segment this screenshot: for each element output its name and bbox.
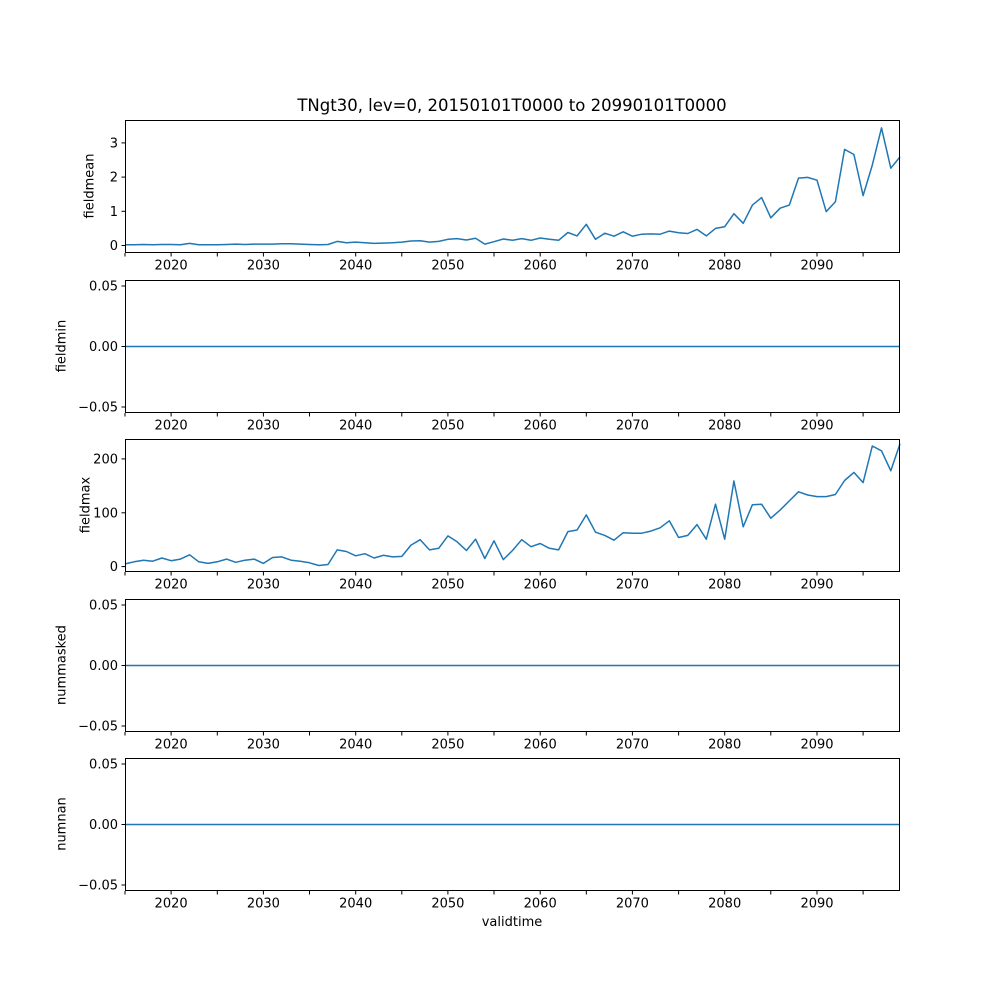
y-tick-label: 0.05 [89, 279, 118, 294]
subplot-fieldmin: fieldmin 2020 2030 2040 2050 2060 2070 2080 209… [0, 279, 1000, 433]
x-tick-label: 2030 [247, 737, 280, 752]
y-tick-label: 0.00 [89, 659, 118, 674]
series-line-fieldmean [125, 127, 901, 246]
x-tick-label: 2020 [155, 418, 188, 433]
y-tick-label: 2 [110, 171, 118, 186]
plot-area-fieldmean: 2020 2030 2040 2050 2060 2070 2080 2090 0 1 2 3 [110, 120, 901, 274]
x-tick-label: 2060 [524, 737, 557, 752]
y-tick-label: 200 [93, 452, 118, 467]
axes-border [125, 598, 900, 732]
x-tick-label: 2020 [155, 897, 188, 912]
y-tick-label: 100 [93, 506, 118, 521]
x-tick-label: 2020 [155, 578, 188, 593]
y-tick-label: −0.05 [78, 719, 118, 734]
y-axis-label-numnan: numnan [54, 797, 70, 851]
x-tick-label: 2040 [339, 737, 372, 752]
x-tick-label: 2060 [524, 897, 557, 912]
x-tick-label: 2090 [800, 737, 833, 752]
x-tick-label: 2040 [339, 259, 372, 274]
axes-border [125, 279, 900, 413]
plot-area-nummasked: 2020 2030 2040 2050 2060 2070 2080 2090 −0.05 0.0… [78, 598, 900, 752]
y-tick-label: 0.05 [89, 758, 118, 773]
x-tick-label: 2070 [616, 578, 649, 593]
x-tick-label: 2020 [155, 737, 188, 752]
y-tick-label: −0.05 [78, 879, 118, 894]
x-tick-label: 2080 [708, 737, 741, 752]
x-tick-label: 2060 [524, 259, 557, 274]
x-tick-label: 2070 [616, 418, 649, 433]
x-tick-label: 2070 [616, 737, 649, 752]
y-tick-label: 0.05 [89, 598, 118, 613]
x-tick-label: 2040 [339, 897, 372, 912]
x-axis-label: validtime [481, 915, 543, 930]
x-tick-label: 2090 [800, 259, 833, 274]
x-tick-label: 2090 [800, 578, 833, 593]
y-axis-label-nummasked: nummasked [54, 624, 70, 705]
x-tick-label: 2040 [339, 578, 372, 593]
plot-area-numnan: 2020 2030 2040 2050 2060 2070 2080 2090 −0.05 0.0… [78, 758, 900, 912]
x-tick-label: 2030 [247, 897, 280, 912]
x-tick-label: 2020 [155, 259, 188, 274]
x-tick-label: 2070 [616, 259, 649, 274]
plot-area-fieldmin: 2020 2030 2040 2050 2060 2070 2080 2090 −0.05 0.0… [78, 279, 900, 433]
x-tick-label: 2030 [247, 418, 280, 433]
x-tick-label: 2080 [708, 418, 741, 433]
y-tick-label: 0.00 [89, 340, 118, 355]
x-tick-label: 2050 [431, 418, 464, 433]
y-tick-label: −0.05 [78, 400, 118, 415]
y-tick-label: 0 [110, 560, 118, 575]
axes-border [125, 439, 900, 572]
x-tick-label: 2080 [708, 259, 741, 274]
x-tick-label: 2080 [708, 897, 741, 912]
plot-area-fieldmax: 2020 2030 2040 2050 2060 2070 2080 2090 0 100 200 [93, 439, 901, 593]
series-line-fieldmax [124, 443, 901, 567]
x-tick-label: 2050 [431, 259, 464, 274]
subplot-nummasked: nummasked 2020 2030 2040 2050 2060 2070 2080 20… [0, 598, 1000, 752]
subplot-fieldmax: fieldmax 2020 2030 2040 2050 2060 2070 2080 209… [0, 439, 1000, 593]
axes-border [125, 758, 900, 891]
y-tick-label: 1 [110, 205, 118, 220]
y-tick-label: 0.00 [89, 818, 118, 833]
subplot-numnan: numnan 2020 2030 2040 2050 2060 2070 2080 2090 −… [0, 758, 1000, 912]
x-tick-label: 2050 [431, 897, 464, 912]
y-tick-label: 0 [110, 239, 118, 254]
x-tick-label: 2050 [431, 578, 464, 593]
y-tick-label: 3 [110, 136, 118, 151]
x-tick-label: 2050 [431, 737, 464, 752]
y-axis-label-fieldmax: fieldmax [78, 476, 94, 534]
y-axis-label-fieldmin: fieldmin [54, 319, 70, 372]
x-tick-label: 2060 [524, 578, 557, 593]
x-tick-label: 2030 [247, 578, 280, 593]
x-tick-label: 2090 [800, 418, 833, 433]
y-axis-label-fieldmean: fieldmean [82, 153, 98, 219]
x-tick-label: 2060 [524, 418, 557, 433]
figure-title: TNgt30, lev=0, 20150101T0000 to 20990101… [297, 96, 727, 115]
x-tick-label: 2040 [339, 418, 372, 433]
subplot-fieldmean: fieldmean 2020 2030 2040 2050 2060 2070 2080 20… [0, 120, 1000, 274]
x-tick-label: 2030 [247, 259, 280, 274]
axes-border [125, 120, 900, 253]
x-tick-label: 2080 [708, 578, 741, 593]
x-tick-label: 2070 [616, 897, 649, 912]
x-tick-label: 2090 [800, 897, 833, 912]
